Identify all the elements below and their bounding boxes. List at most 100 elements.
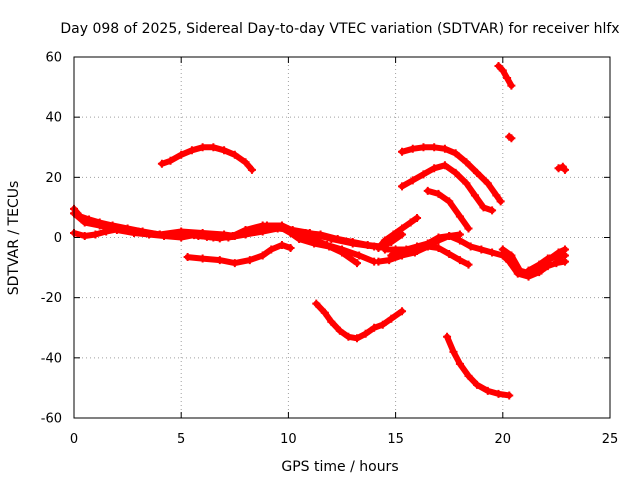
data-point	[166, 156, 175, 165]
data-point	[477, 245, 486, 254]
data-point	[430, 164, 439, 173]
data-point	[445, 197, 454, 206]
data-point	[443, 332, 452, 341]
data-point	[434, 233, 443, 242]
data-point	[245, 256, 254, 265]
data-point	[479, 203, 488, 212]
data-point	[406, 218, 415, 227]
data-point	[466, 242, 475, 251]
data-point	[338, 248, 346, 257]
series-line	[399, 162, 496, 214]
data-point	[198, 254, 207, 263]
data-point	[190, 231, 199, 240]
data-point	[391, 245, 400, 254]
data-point	[258, 251, 267, 260]
data-point	[470, 191, 479, 200]
y-tick-label: -60	[41, 412, 62, 427]
data-point	[398, 307, 407, 316]
series-track-7	[312, 299, 407, 343]
data-point	[355, 251, 364, 260]
data-point	[483, 386, 492, 395]
data-point	[402, 245, 411, 254]
data-point	[209, 143, 218, 152]
data-point	[363, 241, 372, 250]
data-point	[378, 320, 387, 329]
series-line	[495, 63, 515, 89]
data-point	[320, 308, 329, 317]
data-point	[220, 146, 229, 155]
x-tick-label: 15	[387, 432, 404, 447]
data-point	[423, 239, 432, 248]
data-point	[230, 150, 239, 159]
data-point	[496, 197, 505, 206]
data-point	[451, 149, 460, 158]
series-line	[399, 144, 504, 205]
data-point	[374, 257, 383, 266]
data-point	[316, 230, 325, 239]
series-track-16	[524, 251, 569, 275]
data-point	[473, 380, 482, 389]
data-point	[353, 259, 362, 268]
y-tick-label: 0	[54, 231, 62, 246]
data-point	[451, 168, 460, 177]
data-point	[408, 144, 417, 153]
data-point	[398, 224, 407, 233]
data-point	[301, 228, 310, 237]
data-point	[333, 235, 342, 244]
y-tick-label: 20	[45, 171, 62, 186]
data-point	[267, 245, 276, 254]
data-point	[408, 176, 417, 185]
data-point	[241, 225, 250, 234]
data-point	[455, 212, 464, 221]
data-point	[507, 81, 516, 90]
data-point	[449, 347, 458, 356]
data-point	[295, 235, 304, 244]
data-point	[160, 231, 169, 240]
data-point	[95, 221, 104, 230]
x-tick-label: 0	[70, 432, 78, 447]
data-point	[515, 266, 524, 275]
x-tick-label: 20	[495, 432, 512, 447]
data-point	[473, 168, 482, 177]
data-point	[445, 250, 454, 259]
data-point	[286, 244, 295, 253]
data-point	[535, 260, 544, 269]
y-tick-label: -20	[41, 291, 62, 306]
data-point	[310, 239, 319, 248]
data-point	[488, 206, 497, 215]
data-point	[380, 236, 389, 245]
data-point	[215, 234, 224, 243]
data-point	[440, 144, 449, 153]
series-track-8	[374, 213, 422, 253]
x-tick-label: 10	[280, 432, 297, 447]
series-track-18	[494, 62, 516, 90]
series-track-4	[183, 241, 295, 268]
series-track-9	[398, 143, 505, 206]
data-point	[488, 248, 497, 257]
data-point	[80, 218, 89, 227]
data-point	[560, 165, 569, 174]
data-point	[455, 359, 464, 368]
data-point	[440, 161, 449, 170]
data-point	[503, 74, 512, 83]
data-point	[505, 391, 514, 400]
data-point	[494, 389, 503, 398]
series-line	[158, 144, 255, 173]
chart-title: Day 098 of 2025, Sidereal Day-to-day VTE…	[60, 21, 619, 37]
data-point	[419, 170, 428, 179]
data-point	[462, 158, 471, 167]
data-point	[286, 228, 295, 237]
data-point	[413, 242, 422, 251]
data-point	[462, 179, 471, 188]
data-point	[228, 231, 237, 240]
data-point	[327, 317, 336, 326]
series-track-11	[423, 186, 473, 233]
data-point	[498, 245, 507, 254]
data-point	[398, 251, 407, 260]
data-point	[419, 143, 428, 152]
data-point	[198, 143, 207, 152]
data-point	[507, 134, 516, 143]
series-line	[444, 333, 513, 399]
data-point	[398, 182, 407, 191]
data-point	[434, 189, 443, 198]
